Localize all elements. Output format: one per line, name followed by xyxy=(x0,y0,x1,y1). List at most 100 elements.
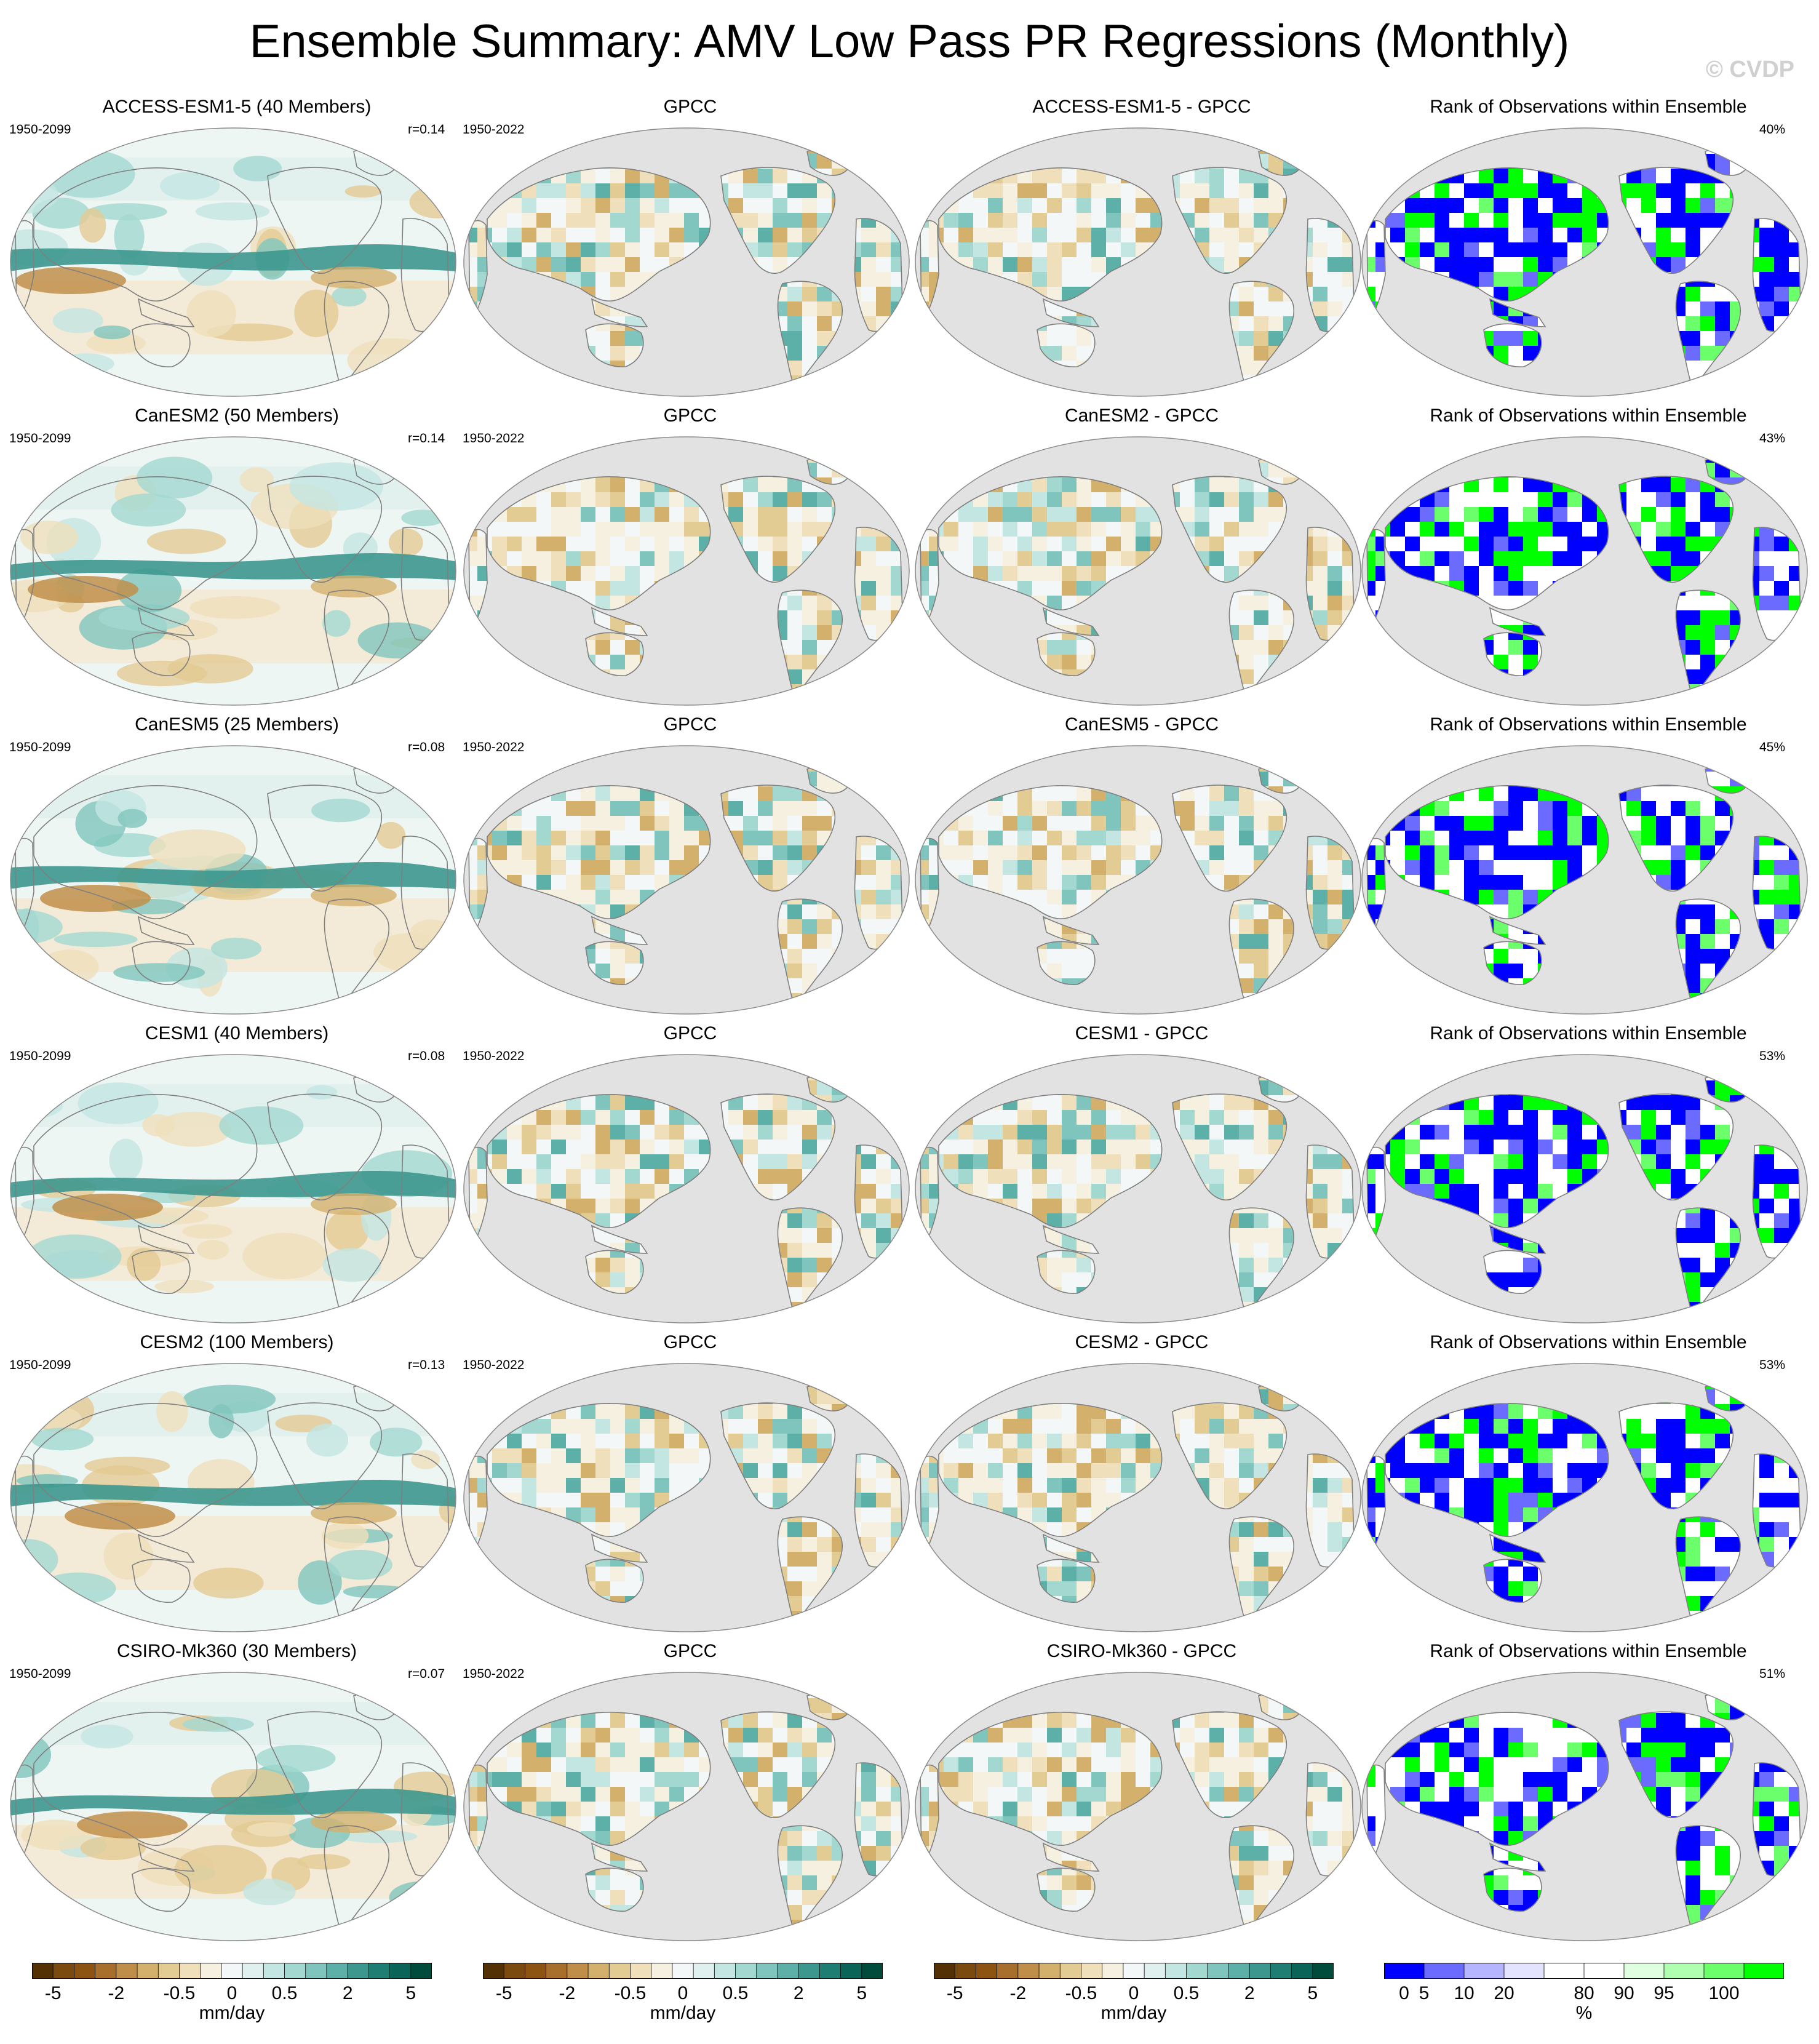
colorbar-swatch xyxy=(757,1963,778,1979)
colorbar-swatch xyxy=(504,1963,525,1979)
colorbar-swatch xyxy=(201,1963,222,1979)
obs-map xyxy=(463,436,910,706)
colorbar-swatch xyxy=(1039,1963,1061,1979)
colorbar-swatch xyxy=(651,1963,673,1979)
colorbar-swatch xyxy=(348,1963,369,1979)
model-map xyxy=(9,1053,457,1324)
colorbar-swatch xyxy=(32,1963,54,1979)
colorbar-swatch xyxy=(1102,1963,1124,1979)
colorbar-tick-label: 5 xyxy=(837,1982,886,2005)
colorbar-swatch xyxy=(1228,1963,1250,1979)
colorbar-swatch xyxy=(955,1963,976,1979)
colorbar-swatch xyxy=(778,1963,799,1979)
model-panel-title: CESM2 (100 Members) xyxy=(9,1331,464,1354)
colorbar-tick-label: 0 xyxy=(1109,1982,1158,2005)
colorbar-swatch xyxy=(1384,1963,1425,1979)
colorbar-swatch xyxy=(1313,1963,1334,1979)
colorbar-swatch xyxy=(1144,1963,1166,1979)
obs-panel-title: GPCC xyxy=(463,1331,918,1354)
rank-map xyxy=(1361,1053,1809,1324)
colorbar-tick-label: 0 xyxy=(207,1982,257,2005)
colorbar-swatch xyxy=(1060,1963,1081,1979)
colorbar-swatch xyxy=(934,1963,955,1979)
rank-map xyxy=(1361,745,1809,1015)
figure-title: Ensemble Summary: AMV Low Pass PR Regres… xyxy=(0,11,1819,73)
colorbar-swatch xyxy=(242,1963,264,1979)
diff-map xyxy=(914,1053,1362,1324)
colorbar-swatch xyxy=(1270,1963,1292,1979)
obs-map xyxy=(463,745,910,1015)
precip-colorbar xyxy=(483,1963,883,1979)
diff-panel-title: CanESM5 - GPCC xyxy=(914,714,1369,736)
copyright-watermark: © CVDP xyxy=(1706,57,1794,83)
model-panel-title: ACCESS-ESM1-5 (40 Members) xyxy=(9,96,464,118)
colorbar-swatch xyxy=(116,1963,138,1979)
colorbar-swatch xyxy=(841,1963,862,1979)
obs-map xyxy=(463,1671,910,1942)
colorbar-tick-label: -5 xyxy=(930,1982,979,2005)
model-map xyxy=(9,745,457,1015)
colorbar-swatch xyxy=(327,1963,348,1979)
model-panel-title: CanESM5 (25 Members) xyxy=(9,714,464,736)
colorbar-tick-label: 0 xyxy=(658,1982,707,2005)
colorbar-tick-label: 5 xyxy=(386,1982,436,2005)
rank-map xyxy=(1361,436,1809,706)
colorbar-swatch xyxy=(1664,1963,1705,1979)
obs-map xyxy=(463,1053,910,1324)
rank-panel-title: Rank of Observations within Ensemble xyxy=(1361,405,1816,427)
colorbar-tick-label: 95 xyxy=(1639,1982,1689,2005)
rank-panel-title: Rank of Observations within Ensemble xyxy=(1361,1640,1816,1663)
colorbar-swatch xyxy=(483,1963,504,1979)
rank-panel-title: Rank of Observations within Ensemble xyxy=(1361,1023,1816,1045)
colorbar-swatch xyxy=(525,1963,546,1979)
colorbar-swatch xyxy=(368,1963,390,1979)
colorbar-swatch xyxy=(179,1963,201,1979)
colorbar-swatch xyxy=(1704,1963,1745,1979)
colorbar-tick-label: -2 xyxy=(92,1982,141,2005)
rank-map xyxy=(1361,1362,1809,1633)
colorbar-swatch xyxy=(1249,1963,1271,1979)
colorbar-swatch xyxy=(221,1963,243,1979)
colorbar-swatch xyxy=(53,1963,74,1979)
obs-panel-title: GPCC xyxy=(463,1640,918,1663)
colorbar-swatch xyxy=(588,1963,610,1979)
colorbar-swatch xyxy=(1744,1963,1784,1979)
precip-colorbar-units: mm/day xyxy=(170,2002,293,2024)
diff-panel-title: CESM2 - GPCC xyxy=(914,1331,1369,1354)
diff-panel-title: CanESM2 - GPCC xyxy=(914,405,1369,427)
rank-panel-title: Rank of Observations within Ensemble xyxy=(1361,714,1816,736)
diff-map xyxy=(914,1362,1362,1633)
precip-colorbar-units: mm/day xyxy=(1072,2002,1195,2024)
colorbar-tick-label: -0.5 xyxy=(1056,1982,1105,2005)
colorbar-tick-label: 0.5 xyxy=(260,1982,309,2005)
model-map xyxy=(9,1362,457,1633)
colorbar-swatch xyxy=(862,1963,883,1979)
model-map xyxy=(9,127,457,397)
colorbar-tick-label: 100 xyxy=(1700,1982,1749,2005)
colorbar-swatch xyxy=(997,1963,1019,1979)
colorbar-swatch xyxy=(137,1963,159,1979)
obs-map xyxy=(463,1362,910,1633)
colorbar-swatch xyxy=(74,1963,95,1979)
obs-panel-title: GPCC xyxy=(463,714,918,736)
diff-map xyxy=(914,436,1362,706)
rank-panel-title: Rank of Observations within Ensemble xyxy=(1361,1331,1816,1354)
colorbar-tick-label: 0.5 xyxy=(711,1982,760,2005)
colorbar-tick-label: -0.5 xyxy=(154,1982,204,2005)
colorbar-swatch xyxy=(672,1963,694,1979)
colorbar-swatch xyxy=(390,1963,412,1979)
colorbar-swatch xyxy=(714,1963,736,1979)
colorbar-tick-label: -2 xyxy=(993,1982,1043,2005)
colorbar-swatch xyxy=(819,1963,841,1979)
colorbar-tick-label: 0.5 xyxy=(1162,1982,1211,2005)
colorbar-swatch xyxy=(158,1963,180,1979)
colorbar-swatch xyxy=(1081,1963,1102,1979)
model-panel-title: CESM1 (40 Members) xyxy=(9,1023,464,1045)
diff-panel-title: CESM1 - GPCC xyxy=(914,1023,1369,1045)
colorbar-swatch xyxy=(1123,1963,1145,1979)
precip-colorbar-units: mm/day xyxy=(621,2002,744,2024)
colorbar-swatch xyxy=(1165,1963,1187,1979)
colorbar-swatch xyxy=(1464,1963,1505,1979)
rank-colorbar xyxy=(1384,1963,1784,1979)
colorbar-swatch xyxy=(609,1963,631,1979)
